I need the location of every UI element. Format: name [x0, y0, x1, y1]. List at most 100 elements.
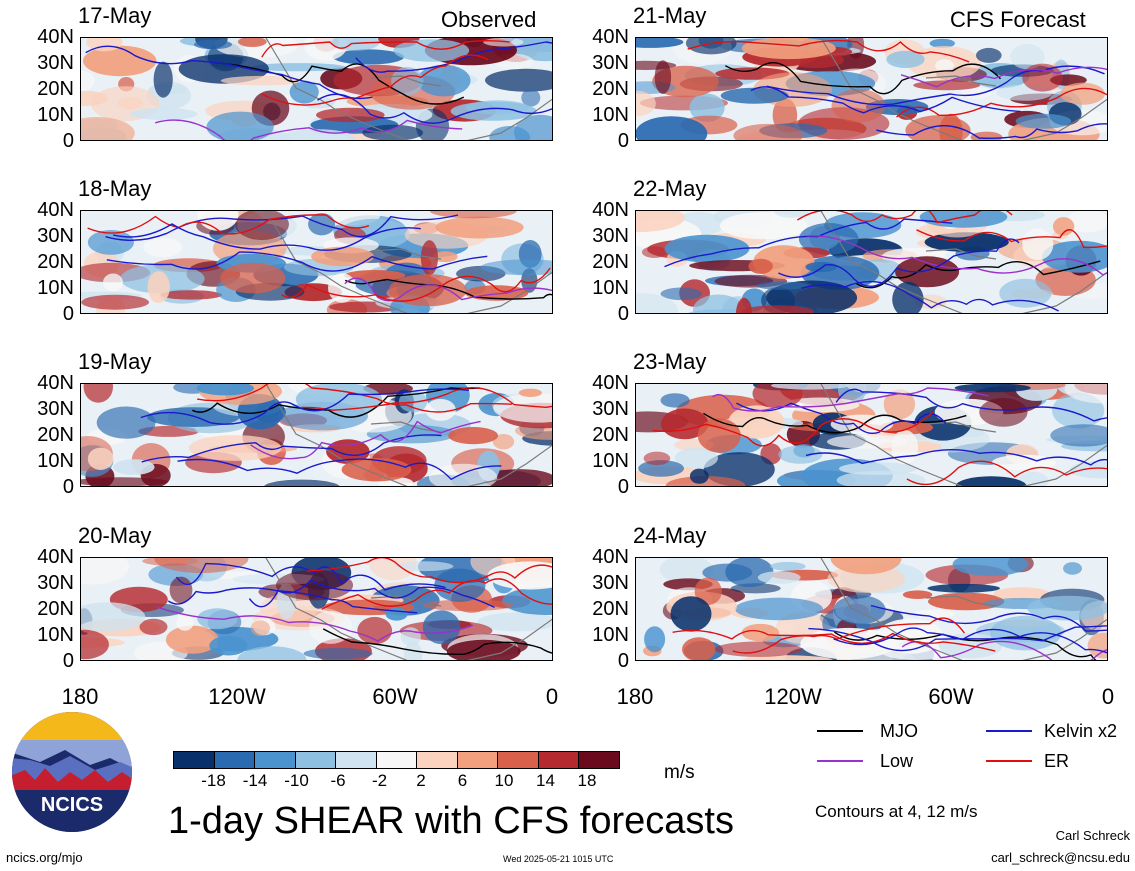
- shear-field: [81, 211, 552, 313]
- ncics-logo: NCICS: [10, 710, 134, 834]
- lat-tick-30n: 30N: [592, 52, 629, 74]
- shear-map-panel: [80, 210, 553, 314]
- colorbar-tick: 18: [577, 771, 597, 790]
- shear-map-panel: [80, 37, 553, 141]
- shear-map-panel: [80, 383, 553, 487]
- lat-tick-30n: 30N: [592, 572, 629, 594]
- lat-tick-0: 0: [62, 303, 74, 325]
- legend-low-line: [817, 760, 863, 762]
- lat-tick-10n: 10N: [592, 277, 629, 299]
- panel-date-22-may: 22-May: [633, 176, 707, 201]
- panel-date-21-may: 21-May: [633, 3, 707, 28]
- legend-mjo-label: MJO: [880, 721, 918, 741]
- lat-tick-20n: 20N: [592, 598, 629, 620]
- lat-tick-40n: 40N: [37, 26, 74, 48]
- shear-map-panel: [635, 210, 1108, 314]
- colorbar-swatch: [335, 751, 377, 769]
- colorbar-tick: 6: [457, 771, 468, 790]
- lat-tick-0: 0: [617, 650, 629, 672]
- lat-tick-20n: 20N: [37, 251, 74, 273]
- colorbar-swatch: [416, 751, 458, 769]
- lat-tick-20n: 20N: [592, 78, 629, 100]
- panel-date-17-may: 17-May: [78, 3, 152, 28]
- lat-tick-0: 0: [62, 476, 74, 498]
- lon-tick-right-60w: 60W: [928, 684, 974, 709]
- lon-tick-left-120w: 120W: [208, 684, 266, 709]
- figure-title: 1-day SHEAR with CFS forecasts: [168, 800, 734, 842]
- panel-date-20-may: 20-May: [78, 523, 152, 548]
- shear-field: [636, 38, 1107, 140]
- lat-tick-20n: 20N: [592, 424, 629, 446]
- ncics-logo-graphic: NCICS: [12, 712, 132, 832]
- colorbar-swatch: [375, 751, 417, 769]
- lat-tick-20n: 20N: [592, 251, 629, 273]
- colorbar: [173, 751, 620, 769]
- colorbar-swatch: [294, 751, 336, 769]
- colorbar-unit: m/s: [664, 762, 695, 783]
- observed-column-title: Observed: [441, 7, 537, 32]
- footer-email: carl_schreck@ncsu.edu: [991, 850, 1130, 865]
- panel-date-18-may: 18-May: [78, 176, 152, 201]
- shear-field: [636, 211, 1107, 313]
- lon-tick-left-180: 180: [61, 684, 99, 709]
- lat-tick-0: 0: [62, 130, 74, 152]
- lat-tick-0: 0: [62, 650, 74, 672]
- legend-er-label: ER: [1044, 751, 1070, 771]
- lon-tick-left-60w: 60W: [372, 684, 418, 709]
- cfs-forecast-column-title: CFS Forecast: [950, 7, 1086, 32]
- lat-tick-30n: 30N: [592, 225, 629, 247]
- lat-tick-30n: 30N: [37, 52, 74, 74]
- lon-tick-left-0: 0: [545, 684, 559, 709]
- lat-tick-10n: 10N: [592, 624, 629, 646]
- lat-tick-30n: 30N: [37, 572, 74, 594]
- panel-date-19-may: 19-May: [78, 349, 152, 374]
- legend-kelvin-label: Kelvin x2: [1044, 721, 1118, 741]
- lat-tick-40n: 40N: [37, 546, 74, 568]
- colorbar-tick: -14: [242, 771, 268, 790]
- shear-map-panel: [635, 37, 1108, 141]
- colorbar-tick: -2: [371, 771, 388, 790]
- lat-tick-30n: 30N: [37, 225, 74, 247]
- lon-tick-right-120w: 120W: [764, 684, 822, 709]
- colorbar-swatch: [537, 751, 579, 769]
- colorbar-swatch: [213, 751, 255, 769]
- colorbar-tick: -10: [284, 771, 309, 790]
- shear-map-panel: [635, 557, 1108, 661]
- lat-tick-30n: 30N: [37, 398, 74, 420]
- lat-tick-20n: 20N: [37, 598, 74, 620]
- lat-tick-40n: 40N: [592, 546, 629, 568]
- lat-tick-40n: 40N: [592, 26, 629, 48]
- colorbar-swatch: [497, 751, 539, 769]
- shear-field: [636, 558, 1107, 660]
- shear-map-panel: [80, 557, 553, 661]
- legend-mjo-line: [817, 730, 863, 732]
- legend-low-label: Low: [880, 751, 914, 771]
- lon-tick-right-0: 0: [1101, 684, 1115, 709]
- lat-tick-10n: 10N: [592, 104, 629, 126]
- legend-er-line: [986, 760, 1032, 762]
- colorbar-tick: -18: [201, 771, 226, 790]
- footer-author: Carl Schreck: [1055, 828, 1130, 843]
- panel-date-24-may: 24-May: [633, 523, 707, 548]
- colorbar-swatch: [456, 751, 498, 769]
- colorbar-tick: 2: [416, 771, 426, 790]
- colorbar-swatch: [173, 751, 215, 769]
- footer-timestamp: Wed 2025-05-21 1015 UTC: [503, 854, 614, 864]
- lat-tick-10n: 10N: [37, 450, 74, 472]
- footer-url: ncics.org/mjo: [6, 850, 83, 865]
- lat-tick-0: 0: [617, 303, 629, 325]
- contour-note: Contours at 4, 12 m/s: [815, 802, 978, 821]
- lat-tick-40n: 40N: [592, 372, 629, 394]
- shear-map-panel: [635, 383, 1108, 487]
- legend-kelvin-line: [986, 730, 1032, 732]
- colorbar-swatch: [578, 751, 620, 769]
- colorbar-tick: -6: [330, 771, 346, 790]
- lat-tick-40n: 40N: [592, 199, 629, 221]
- lon-tick-right-180: 180: [616, 684, 654, 709]
- shear-field: [636, 384, 1107, 486]
- colorbar-tick: 10: [494, 771, 514, 790]
- lat-tick-20n: 20N: [37, 78, 74, 100]
- shear-field: [81, 384, 552, 486]
- colorbar-swatch: [254, 751, 296, 769]
- shear-field: [81, 558, 552, 660]
